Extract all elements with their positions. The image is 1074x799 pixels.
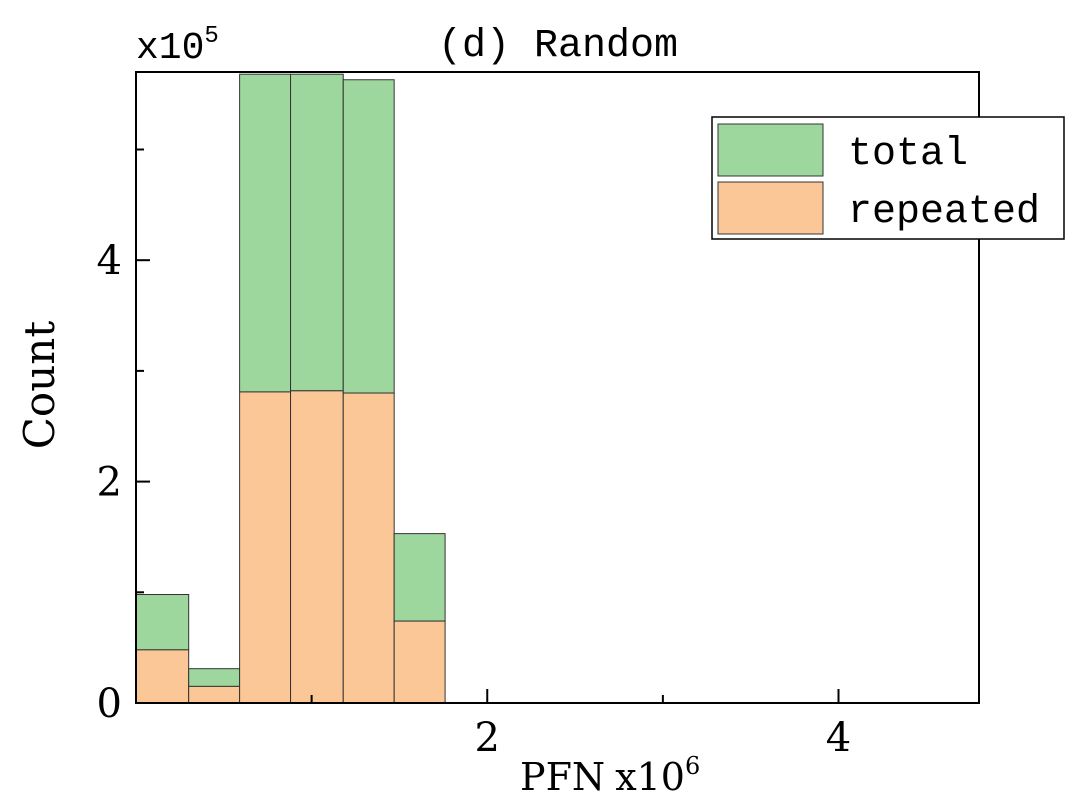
y-tick-label-0: 0 (97, 681, 122, 727)
legend-label-repeated: repeated (848, 190, 1040, 235)
legend-label-total: total (848, 132, 968, 177)
axis-ticks: 2 4 0 2 4 (97, 148, 851, 761)
x-tick-label-4: 4 (826, 715, 851, 761)
bar-repeated-4 (342, 392, 395, 704)
plot-frame (135, 71, 980, 704)
x-axis-label: PFN x106 (520, 752, 700, 799)
legend-swatch-total (717, 123, 824, 177)
x-multiplier-base: x10 (615, 755, 685, 799)
bar-repeated-2 (239, 391, 292, 704)
y-multiplier-base: x10 (136, 27, 204, 70)
bar-total-1 (188, 668, 241, 687)
histogram-bars (135, 73, 446, 704)
bar-repeated-3 (290, 390, 344, 704)
x-tick-label-2: 2 (475, 715, 500, 761)
y-multiplier-exponent: 5 (204, 23, 218, 50)
bar-repeated-5 (393, 620, 446, 704)
bar-total-2 (239, 73, 292, 393)
bar-total-5 (393, 533, 446, 622)
bar-total-4 (342, 79, 395, 394)
y-axis-label: Count (15, 321, 64, 450)
chart-title: (d) Random (438, 24, 678, 69)
bar-total-3 (290, 73, 344, 392)
x-multiplier-exponent: 6 (685, 752, 700, 780)
y-tick-label-4: 4 (97, 238, 122, 284)
legend-swatch-repeated (717, 181, 824, 235)
bar-total-0 (135, 594, 190, 651)
x-axis-label-text: PFN (520, 755, 605, 799)
bar-repeated-1 (188, 685, 241, 704)
bar-repeated-0 (135, 649, 190, 704)
y-multiplier: x105 (136, 23, 219, 70)
y-tick-label-2: 2 (97, 460, 122, 506)
legend: total repeated (711, 116, 1065, 240)
